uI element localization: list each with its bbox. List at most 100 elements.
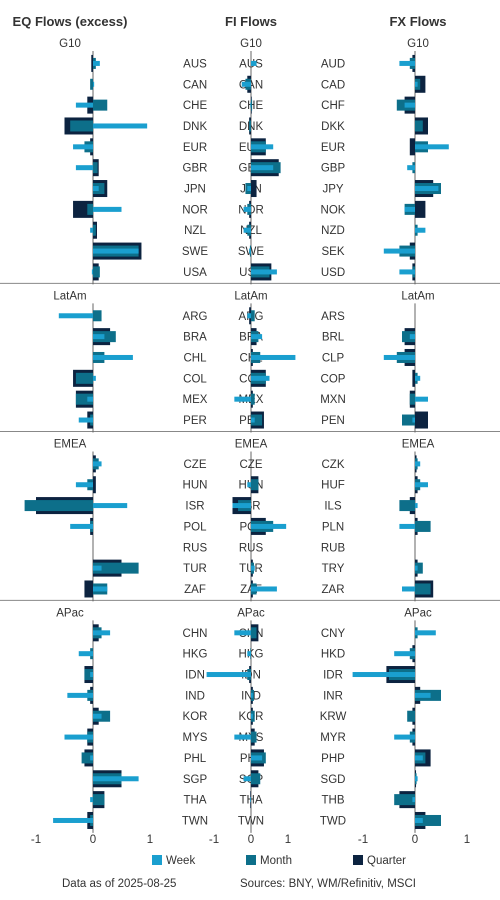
category-label: HUN [183, 480, 208, 492]
week-bar [93, 81, 95, 87]
week-bar [415, 375, 421, 381]
week-bar [87, 396, 93, 402]
category-label: MXN [320, 394, 346, 406]
category-label: IDR [323, 670, 343, 682]
category-label: RUB [321, 542, 346, 554]
month-bar [84, 669, 93, 681]
category-label: ZAR [322, 584, 345, 596]
week-bar [93, 334, 105, 340]
week-bar [383, 248, 415, 254]
month-bar [402, 331, 415, 343]
category-label: HKG [239, 649, 264, 661]
week-bar [415, 227, 426, 233]
week-bar [70, 523, 93, 529]
month-bar [251, 414, 263, 426]
category-label: KOR [183, 711, 208, 723]
week-bar [78, 417, 93, 423]
category-label: CZK [322, 459, 345, 471]
category-label: AUS [183, 58, 207, 70]
month-bar [407, 710, 415, 722]
region-label: APac [237, 607, 265, 619]
month-bar [399, 500, 415, 512]
category-label: THA [240, 795, 263, 807]
category-label: DNK [239, 121, 264, 133]
x-tick-label: 0 [412, 834, 418, 846]
quarter-bar [412, 369, 415, 387]
month-bar [251, 731, 257, 743]
region-label: EMEA [54, 438, 87, 450]
month-bar [415, 520, 431, 532]
month-bar [93, 562, 139, 574]
category-label: TRY [322, 563, 345, 575]
week-bar [93, 586, 108, 592]
footnote-sources: Sources: BNY, WM/Refinitiv, MSCI [240, 878, 416, 890]
category-label: EUR [321, 142, 345, 154]
category-label: KRW [320, 711, 347, 723]
category-label: NZL [240, 225, 262, 237]
week-bar [90, 672, 93, 678]
week-bar [415, 692, 431, 698]
week-bar [412, 797, 415, 803]
week-bar [58, 313, 93, 319]
week-bar [247, 651, 251, 657]
category-label: POL [183, 521, 207, 533]
category-label: ARS [321, 311, 345, 323]
month-bar [93, 310, 102, 322]
region-label: G10 [240, 38, 262, 50]
month-bar [249, 120, 251, 132]
month-bar [251, 310, 255, 322]
category-label: DKK [321, 121, 345, 133]
week-bar [251, 60, 257, 66]
category-label: RUS [239, 542, 264, 554]
month-bar [251, 627, 257, 639]
week-bar [415, 144, 449, 150]
category-label: PHL [184, 753, 207, 765]
week-bar [93, 123, 148, 129]
quarter-bar [415, 200, 426, 218]
month-bar [415, 583, 431, 595]
month-bar [409, 393, 415, 405]
week-bar [394, 651, 415, 657]
category-label: COL [183, 373, 207, 385]
week-bar [394, 734, 415, 740]
week-bar [93, 565, 102, 571]
region-label: G10 [407, 38, 429, 50]
category-label: HKD [321, 649, 345, 661]
week-bar [352, 672, 415, 678]
category-label: SEK [321, 246, 344, 258]
category-label: ZAF [184, 584, 206, 596]
week-bar [247, 313, 251, 319]
month-bar [75, 372, 93, 384]
category-label: ISR [185, 501, 204, 513]
week-bar [415, 81, 418, 87]
panel-title: FX Flows [389, 14, 446, 29]
category-label: CAN [183, 79, 207, 91]
week-bar [75, 165, 93, 171]
category-label: SWE [238, 246, 265, 258]
month-bar [75, 393, 93, 405]
week-bar [415, 186, 439, 192]
month-bar [93, 162, 98, 174]
category-label: CHF [321, 100, 345, 112]
category-label: BRA [183, 332, 207, 344]
week-bar [251, 144, 274, 150]
category-label: TWD [320, 815, 346, 827]
legend-label: Month [260, 855, 292, 867]
week-bar [251, 354, 296, 360]
week-bar [93, 354, 133, 360]
month-bar [90, 78, 93, 90]
category-label: PER [183, 415, 207, 427]
legend-label: Week [166, 855, 195, 867]
panel-title: EQ Flows (excess) [13, 14, 128, 29]
region-label: LatAm [53, 290, 86, 302]
x-tick-label: -1 [209, 834, 219, 846]
category-label: ILS [324, 501, 342, 513]
week-bar [75, 482, 93, 488]
week-bar [73, 144, 93, 150]
week-bar [247, 186, 251, 192]
week-bar [232, 503, 251, 509]
month-bar [93, 224, 96, 236]
x-tick-label: 1 [285, 834, 291, 846]
week-bar [90, 755, 93, 761]
category-label: DNK [183, 121, 208, 133]
